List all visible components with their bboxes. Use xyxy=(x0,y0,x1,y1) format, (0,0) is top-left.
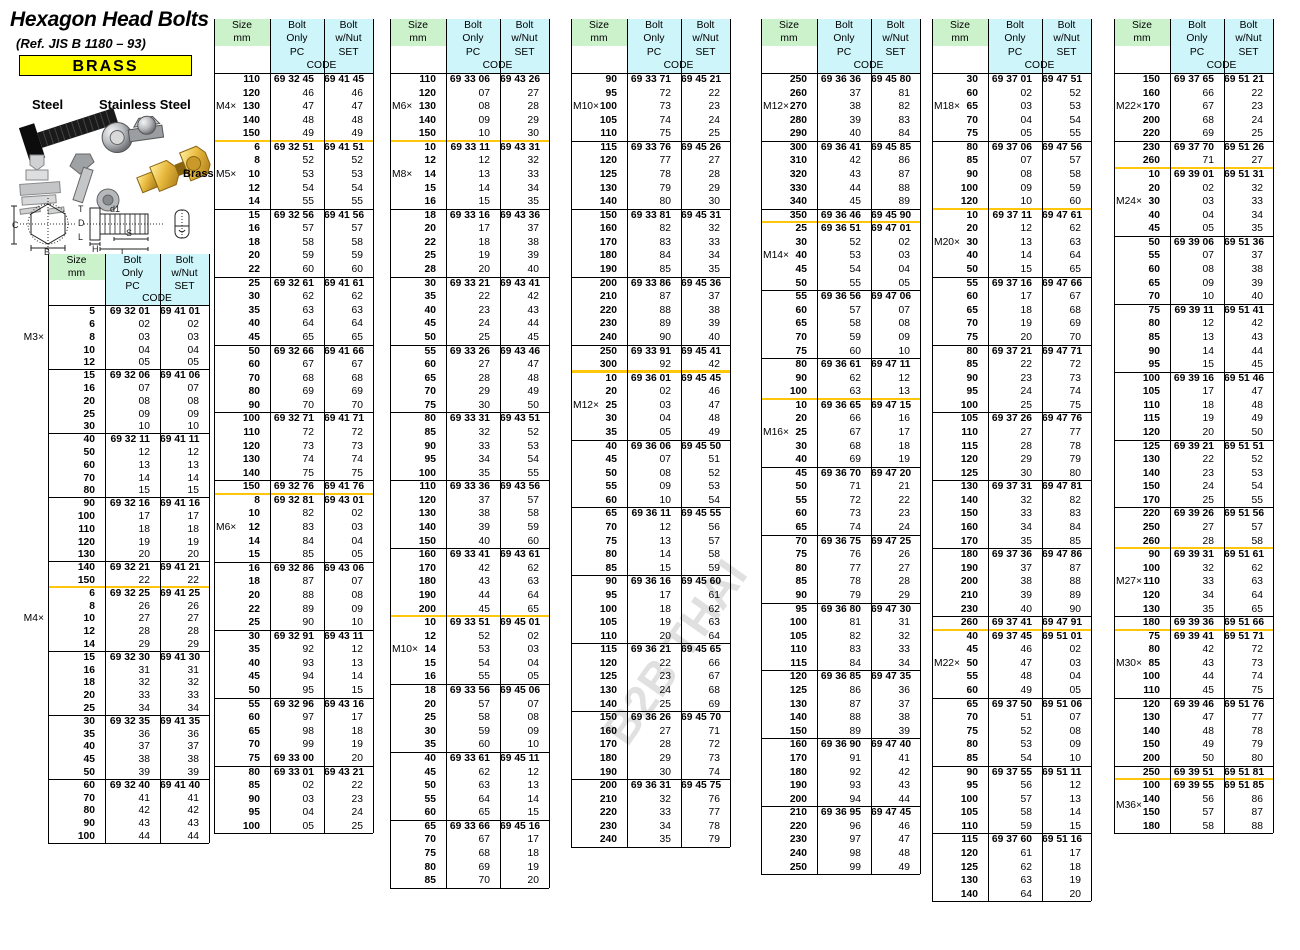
svg-text:L: L xyxy=(78,232,83,242)
svg-text:T: T xyxy=(78,204,84,214)
svg-text:H: H xyxy=(92,244,99,254)
svg-text:d1: d1 xyxy=(110,204,120,214)
svg-text:D: D xyxy=(78,218,85,228)
svg-text:S: S xyxy=(126,228,132,238)
svg-text:C: C xyxy=(12,220,19,230)
